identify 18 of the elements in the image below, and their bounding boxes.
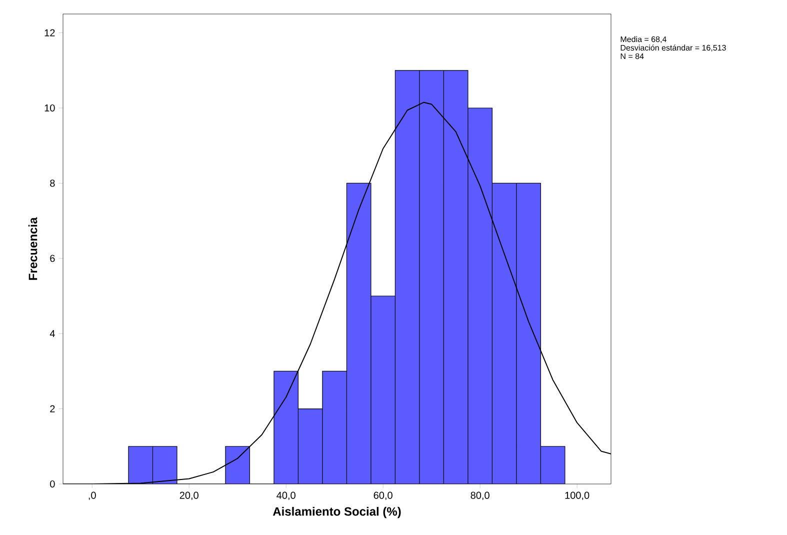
x-axis-title: Aislamiento Social (%) [272, 506, 401, 518]
y-tick-label: 12 [44, 29, 55, 36]
x-tick-label: 100,0 [565, 492, 590, 500]
text: Desviación estándar = 16,513 [620, 44, 726, 52]
text: Media = 68,4 [620, 36, 666, 44]
y-tick-label: 10 [44, 104, 55, 112]
y-tick-label: 6 [50, 254, 55, 262]
y-tick-label: 0 [50, 480, 55, 488]
text: N = 84 [620, 53, 644, 60]
y-tick-label: 2 [50, 405, 55, 412]
y-tick-label: 8 [50, 180, 55, 187]
x-tick-label: ,0 [88, 492, 96, 500]
x-tick-label: 20,0 [180, 492, 198, 500]
x-tick-label: 60,0 [374, 492, 392, 500]
y-tick-label: 4 [50, 330, 55, 338]
y-axis-title: Frecuencia [28, 217, 38, 280]
x-tick-label: 40,0 [276, 492, 296, 500]
x-tick-label: 80,0 [470, 492, 490, 500]
